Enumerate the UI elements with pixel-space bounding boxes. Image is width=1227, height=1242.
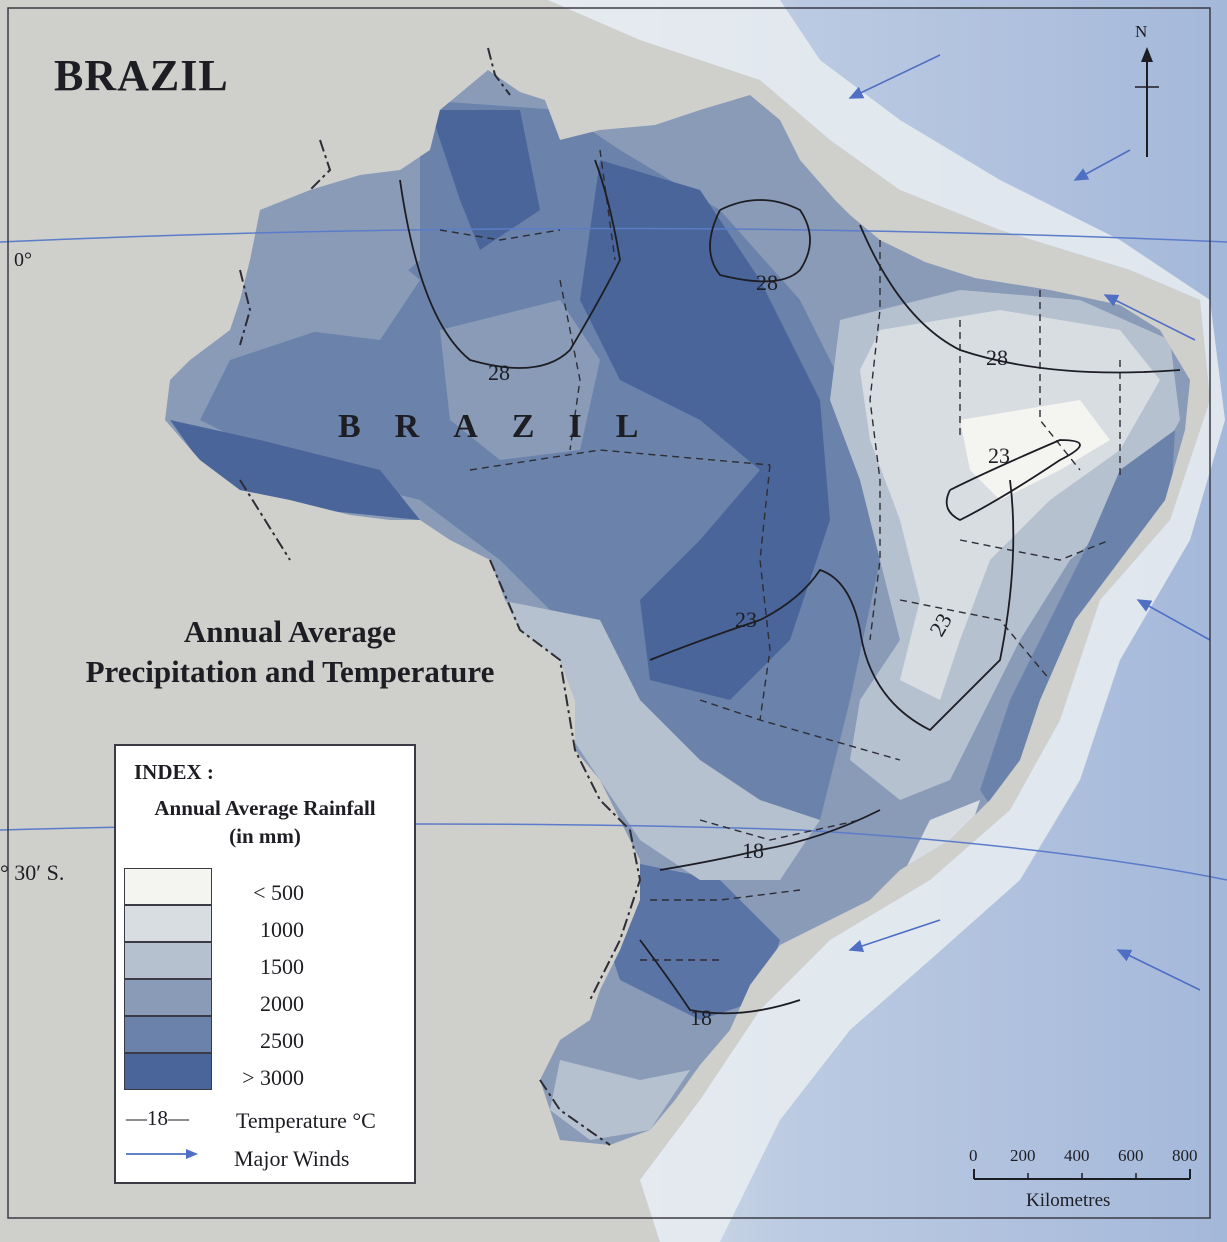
legend-swatch-1000	[124, 905, 212, 942]
latitude-tropic-label: ° 30′ S.	[0, 860, 65, 885]
page-title: BRAZIL	[54, 51, 229, 100]
latitude-equator-label: 0°	[14, 249, 32, 271]
state-borders	[439, 149, 1121, 961]
legend-heading: INDEX :	[134, 760, 214, 784]
scale-bar	[973, 1169, 1191, 1180]
legend-class-label: > 3000	[242, 1065, 304, 1090]
country-label: BRAZIL	[338, 408, 673, 445]
legend-rainfall-title: Annual Average Rainfall	[154, 796, 376, 820]
legend-swatch-lt500	[124, 868, 212, 905]
scale-tick-label: 0	[969, 1146, 978, 1165]
legend-winds-label: Major Winds	[234, 1146, 350, 1171]
map-frame	[7, 7, 1211, 1219]
isotherm-label: 18	[690, 1005, 712, 1030]
ocean	[548, 0, 1227, 1242]
isotherm-label: 23	[735, 607, 757, 632]
equator-line	[0, 227, 1227, 243]
legend-class-label: < 500	[253, 880, 304, 905]
legend-class-label: 2000	[260, 991, 304, 1016]
international-borders	[239, 47, 642, 1146]
legend-swatch-2500	[124, 1016, 212, 1053]
map-subtitle-line1: Annual Average	[183, 614, 397, 649]
legend: INDEX : Annual Average Rainfall (in mm) …	[114, 744, 416, 1184]
coastal-shelf	[548, 0, 1225, 1242]
legend-class-label: 1000	[260, 917, 304, 942]
north-arrow-icon	[1135, 47, 1159, 157]
scale-tick-label: 600	[1118, 1146, 1144, 1165]
map-subtitle-line2: Precipitation and Temperature	[85, 654, 495, 689]
isotherm-label: 28	[488, 360, 510, 385]
legend-class-label: 2500	[260, 1028, 304, 1053]
legend-class-label: 1500	[260, 954, 304, 979]
map-subtitle: Annual Average Precipitation and Tempera…	[10, 612, 570, 692]
scale-tick-label: 800	[1172, 1146, 1198, 1165]
legend-temperature-label: Temperature °C	[236, 1108, 376, 1133]
legend-rainfall-unit: (in mm)	[229, 824, 301, 848]
legend-swatch-2000	[124, 979, 212, 1016]
scale-tick-label: 200	[1010, 1146, 1036, 1165]
scale-tick-label: 400	[1064, 1146, 1090, 1165]
isotherm-label: 28	[756, 270, 778, 295]
north-label: N	[1135, 22, 1148, 41]
isotherm-label: 28	[986, 345, 1008, 370]
legend-isotherm-sample: —18—	[126, 1106, 189, 1130]
isotherms	[399, 159, 1181, 1015]
legend-wind-arrow-icon	[126, 1149, 198, 1159]
scale-unit-label: Kilometres	[1026, 1190, 1111, 1211]
isotherm-label: 23	[988, 443, 1010, 468]
isotherm-label: 18	[742, 838, 764, 863]
wind-arrows	[848, 54, 1211, 991]
legend-swatch-gt3000	[124, 1053, 212, 1090]
legend-swatch-1500	[124, 942, 212, 979]
